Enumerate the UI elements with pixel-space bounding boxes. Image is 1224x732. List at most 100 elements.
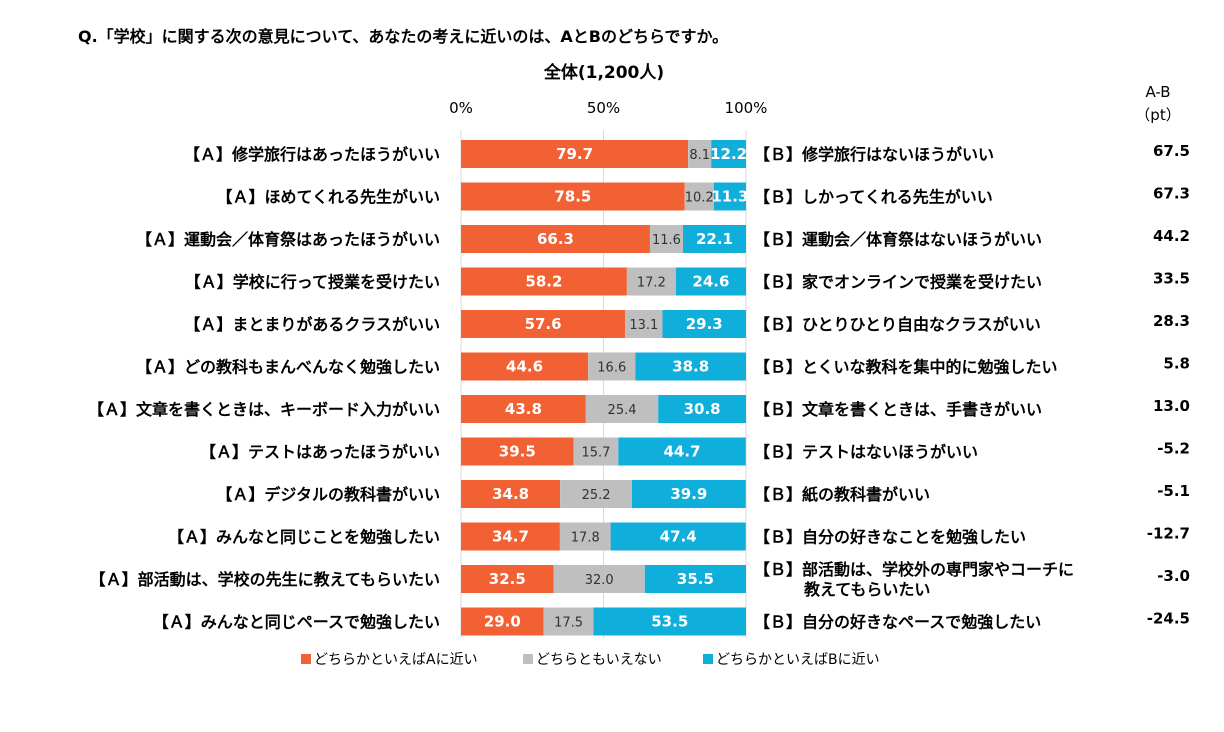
bar-row: 【Ａ】みんなと同じことを勉強したい 34.7 17.8 47.4 【Ｂ】自分の好きなこと… <box>168 522 1190 551</box>
bar-segment-a <box>461 565 554 593</box>
bar-row: 【Ａ】みんなと同じペースで勉強したい 29.0 17.5 53.5 【Ｂ】自分の好きなペ… <box>153 607 1190 636</box>
label-a: 【Ａ】みんなと同じことを勉強したい <box>168 528 440 547</box>
label-a: 【Ａ】文章を書くときは、キーボード入力がいい <box>88 400 440 419</box>
data-label-b: 12.2 <box>710 145 747 163</box>
diff-header-line1: A-B <box>1145 83 1170 101</box>
bar-segment-b <box>662 310 746 338</box>
x-tick-label: 0% <box>449 99 473 117</box>
legend-swatch <box>523 654 533 664</box>
data-label-b: 44.7 <box>664 443 701 461</box>
bar-segment-neutral <box>543 607 594 636</box>
bar-row: 【Ａ】どの教科もまんべんなく勉強したい 44.6 16.6 38.8 【Ｂ】とくいな教科… <box>136 352 1190 381</box>
bar-rows: 【Ａ】修学旅行はあったほうがいい 79.7 8.1 12.2 【Ｂ】修学旅行はないほうが… <box>88 140 1190 636</box>
diff-value: -3.0 <box>1157 567 1190 585</box>
data-label-a: 58.2 <box>525 273 562 291</box>
data-label-a: 44.6 <box>506 358 543 376</box>
label-b: 【Ｂ】紙の教科書がいい <box>754 485 930 504</box>
bar-segment-a <box>461 522 560 551</box>
label-a: 【Ａ】どの教科もまんべんなく勉強したい <box>136 358 440 377</box>
bar-segment-a <box>461 267 627 296</box>
diff-value: 44.2 <box>1153 227 1190 245</box>
chart-title: 全体(1,200人) <box>543 62 664 83</box>
bar-row: 【Ａ】部活動は、学校の先生に教えてもらいたい 32.5 32.0 35.5 【Ｂ】部活動… <box>90 560 1190 599</box>
legend-swatch <box>301 654 311 664</box>
diff-value: 67.5 <box>1153 142 1190 160</box>
bar-segment-a <box>461 225 650 253</box>
bar-row: 【Ａ】運動会／体育祭はあったほうがいい 66.3 11.6 22.1 【Ｂ】運動会／体育… <box>136 225 1190 253</box>
bar-segment-neutral <box>625 310 663 338</box>
legend-label: どちらかといえばAに近い <box>314 652 478 668</box>
data-label-neutral: 8.1 <box>689 148 710 163</box>
bar-segment-b <box>644 565 746 593</box>
data-label-a: 66.3 <box>537 230 574 248</box>
bar-segment-a <box>461 310 626 338</box>
diff-value: 67.3 <box>1153 185 1190 203</box>
bar-segment-neutral <box>688 140 712 168</box>
bar-row: 【Ａ】デジタルの教科書がいい 34.8 25.2 39.9 【Ｂ】紙の教科書がいい -5.… <box>216 480 1190 508</box>
data-label-a: 43.8 <box>505 400 542 418</box>
diff-value: 33.5 <box>1153 270 1190 288</box>
label-a: 【Ａ】ほめてくれる先生がいい <box>216 188 440 207</box>
legend-item: どちらかといえばAに近い <box>301 652 478 668</box>
question-text: Q.「学校」に関する次の意見について、あなたの考えに近いのは、AとBのどちらです… <box>78 27 728 46</box>
legend-item: どちらかといえばBに近い <box>703 652 880 668</box>
diff-value: -24.5 <box>1147 610 1190 628</box>
legend-item: どちらともいえない <box>523 652 662 668</box>
legend-label: どちらかといえばBに近い <box>716 652 880 668</box>
label-b: 【Ｂ】自分の好きなペースで勉強したい <box>754 613 1041 632</box>
x-axis-ticks: 0% 50% 100% <box>449 99 767 117</box>
data-label-b: 38.8 <box>672 358 709 376</box>
data-label-b: 30.8 <box>684 400 721 418</box>
diff-value: 28.3 <box>1153 312 1190 330</box>
legend-label: どちらともいえない <box>536 652 662 668</box>
bar-row: 【Ａ】ほめてくれる先生がいい 78.5 10.211.3 【Ｂ】しかってくれる先生がい… <box>216 182 1190 211</box>
diff-value: -12.7 <box>1147 525 1190 543</box>
label-b: 【Ｂ】とくいな教科を集中的に勉強したい <box>754 358 1058 377</box>
bar-segment-neutral <box>553 565 645 593</box>
label-a: 【Ａ】みんなと同じペースで勉強したい <box>153 613 440 632</box>
label-b-line: 教えてもらいたい <box>804 580 930 599</box>
label-a: 【Ａ】テストはあったほうがいい <box>200 443 440 462</box>
data-label-b: 24.6 <box>692 273 729 291</box>
bar-segment-b <box>610 522 746 551</box>
bar-segment-b <box>683 225 746 253</box>
label-b: 【Ｂ】家でオンラインで授業を受けたい <box>754 273 1042 292</box>
data-label-b: 53.5 <box>651 613 688 631</box>
diff-value: -5.2 <box>1157 440 1190 458</box>
bar-segment-neutral <box>649 225 684 253</box>
legend: どちらかといえばAに近い どちらともいえない どちらかといえばBに近い <box>301 652 880 668</box>
data-label-neutral: 17.5 <box>554 616 583 631</box>
data-label-b: 35.5 <box>677 570 714 588</box>
bar-row: 【Ａ】まとまりがあるクラスがいい 57.6 13.1 29.3 【Ｂ】ひとりひとり自由な… <box>184 310 1190 338</box>
x-tick-label: 50% <box>587 99 620 117</box>
data-label-b: 22.1 <box>696 230 733 248</box>
label-b: 【Ｂ】自分の好きなことを勉強したい <box>754 528 1026 547</box>
data-label-neutral: 11.6 <box>652 233 681 248</box>
label-b: 【Ｂ】ひとりひとり自由なクラスがいい <box>754 315 1041 334</box>
bar-segment-a <box>461 352 589 381</box>
data-label-b: 39.9 <box>670 485 707 503</box>
label-b-line: 【Ｂ】部活動は、学校外の専門家やコーチに <box>754 560 1074 579</box>
data-label-a: 34.7 <box>492 528 529 546</box>
data-label-a: 32.5 <box>489 570 526 588</box>
data-label-b: 47.4 <box>660 528 697 546</box>
bar-segment-b <box>618 437 746 466</box>
data-label-a: 29.0 <box>484 613 521 631</box>
bar-segment-a <box>461 395 586 423</box>
label-b: 【Ｂ】テストはないほうがいい <box>754 443 978 462</box>
label-b: 【Ｂ】しかってくれる先生がいい <box>754 188 993 207</box>
gridlines <box>460 130 747 638</box>
x-tick-label: 100% <box>725 99 768 117</box>
data-label-neutral: 10.2 <box>685 191 714 206</box>
diff-value: 13.0 <box>1153 397 1190 415</box>
bar-segment-neutral <box>588 352 636 381</box>
label-a: 【Ａ】運動会／体育祭はあったほうがいい <box>136 230 440 249</box>
data-label-b: 11.3 <box>711 188 748 206</box>
bar-segment-b <box>593 607 746 636</box>
bar-segment-neutral <box>626 267 676 296</box>
data-label-neutral: 17.2 <box>637 276 666 291</box>
data-label-neutral: 15.7 <box>581 446 610 461</box>
bar-segment-neutral <box>560 480 632 508</box>
data-label-neutral: 25.2 <box>582 488 611 503</box>
